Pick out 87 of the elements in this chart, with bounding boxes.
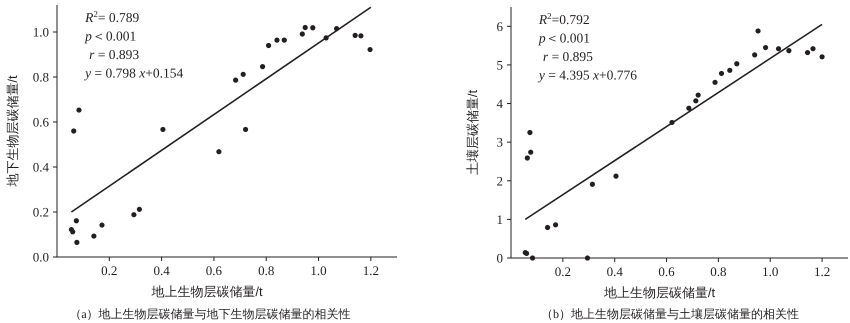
annotation: p＜0.001: [84, 28, 136, 44]
x-tick-label: 1.0: [762, 264, 778, 279]
point: [776, 46, 782, 52]
x-tick-label: 0.2: [101, 263, 118, 278]
point: [804, 50, 810, 56]
point: [233, 78, 238, 83]
point: [590, 182, 595, 187]
point: [693, 98, 698, 104]
y-tick-label: 0.2: [32, 204, 49, 220]
point: [99, 222, 105, 228]
point: [70, 229, 76, 234]
annotation: y = 0.798 x+0.154: [83, 66, 184, 80]
y-tick-label: 4: [496, 96, 504, 112]
y-tick-label: 0: [496, 250, 503, 266]
point: [734, 61, 740, 66]
y-tick-label: 3: [496, 134, 503, 150]
point: [752, 52, 758, 58]
point: [530, 255, 536, 261]
point: [240, 72, 246, 77]
y-tick-label: 1.0: [32, 24, 49, 40]
point: [524, 155, 530, 161]
point: [136, 206, 142, 212]
point: [131, 212, 136, 218]
y-axis-title: 地下生物层碳储量/t: [5, 75, 20, 188]
y-tick-label: 6: [496, 18, 504, 34]
x-tick-label: 1.0: [310, 263, 327, 278]
x-tick-label: 0.6: [658, 264, 676, 279]
point: [718, 70, 724, 76]
point: [527, 130, 533, 136]
x-tick-label: 0.6: [206, 263, 223, 278]
y-tick-label: 0.0: [32, 250, 49, 264]
x-tick-label: 0.8: [258, 263, 274, 278]
point: [544, 224, 550, 230]
text: （b）地上生物层碳储量与土壤层碳储量的相关性: [541, 307, 799, 321]
annotation: y = 4.395 x+0.776: [536, 68, 638, 82]
x-tick-label: 1.2: [814, 264, 830, 279]
y-tick-label: 0.8: [32, 70, 49, 84]
point: [819, 54, 825, 60]
y-tick-label: 5: [496, 57, 503, 72]
point: [727, 68, 732, 73]
y-tick-label: 0.6: [32, 114, 50, 130]
point: [696, 92, 701, 98]
y-tick-label: 2: [496, 173, 503, 188]
point: [274, 38, 280, 43]
text: （a）地上生物层碳储量与地下生物层碳储量的相关性: [69, 307, 351, 321]
point: [358, 33, 364, 38]
point: [584, 255, 590, 261]
x-tick-label: 0.8: [710, 264, 727, 279]
annotation: r = 0.895: [542, 49, 594, 64]
point: [216, 149, 222, 154]
point: [266, 42, 272, 48]
point: [74, 240, 80, 245]
point: [786, 48, 792, 54]
y-tick-label: 0.4: [32, 160, 50, 174]
point: [310, 25, 316, 30]
point: [810, 46, 816, 52]
point: [762, 44, 768, 50]
point: [260, 64, 266, 70]
x-axis-title: 地上生物层碳储量/t: [602, 285, 716, 300]
point: [282, 38, 287, 43]
point: [755, 28, 761, 34]
point: [71, 128, 76, 134]
annotation: r = 0.893: [89, 47, 140, 62]
point: [91, 233, 96, 239]
x-tick-label: 0.4: [153, 263, 170, 278]
point: [613, 174, 619, 179]
annotation: p＜0.001: [538, 30, 590, 46]
point: [528, 150, 534, 155]
point: [242, 126, 248, 132]
point: [300, 31, 305, 37]
point: [302, 24, 308, 30]
y-tick-label: 1: [496, 212, 503, 227]
point: [686, 106, 692, 111]
x-tick-label: 0.4: [606, 264, 624, 279]
point: [552, 222, 558, 228]
point: [76, 107, 82, 113]
point: [160, 126, 166, 132]
x-axis-title: 地上生物层碳储量/t: [150, 284, 263, 299]
annotation: R$^{2}$=0.792: [538, 11, 590, 27]
point: [367, 46, 373, 52]
annotation: R$^{2}$= 0.789: [84, 9, 140, 25]
point: [74, 218, 79, 224]
x-tick-label: 0.2: [554, 264, 571, 279]
point: [712, 80, 718, 85]
point: [352, 32, 358, 38]
x-tick-label: 1.2: [362, 263, 379, 278]
y-axis-title: 土壤层碳储量/t: [465, 90, 480, 176]
